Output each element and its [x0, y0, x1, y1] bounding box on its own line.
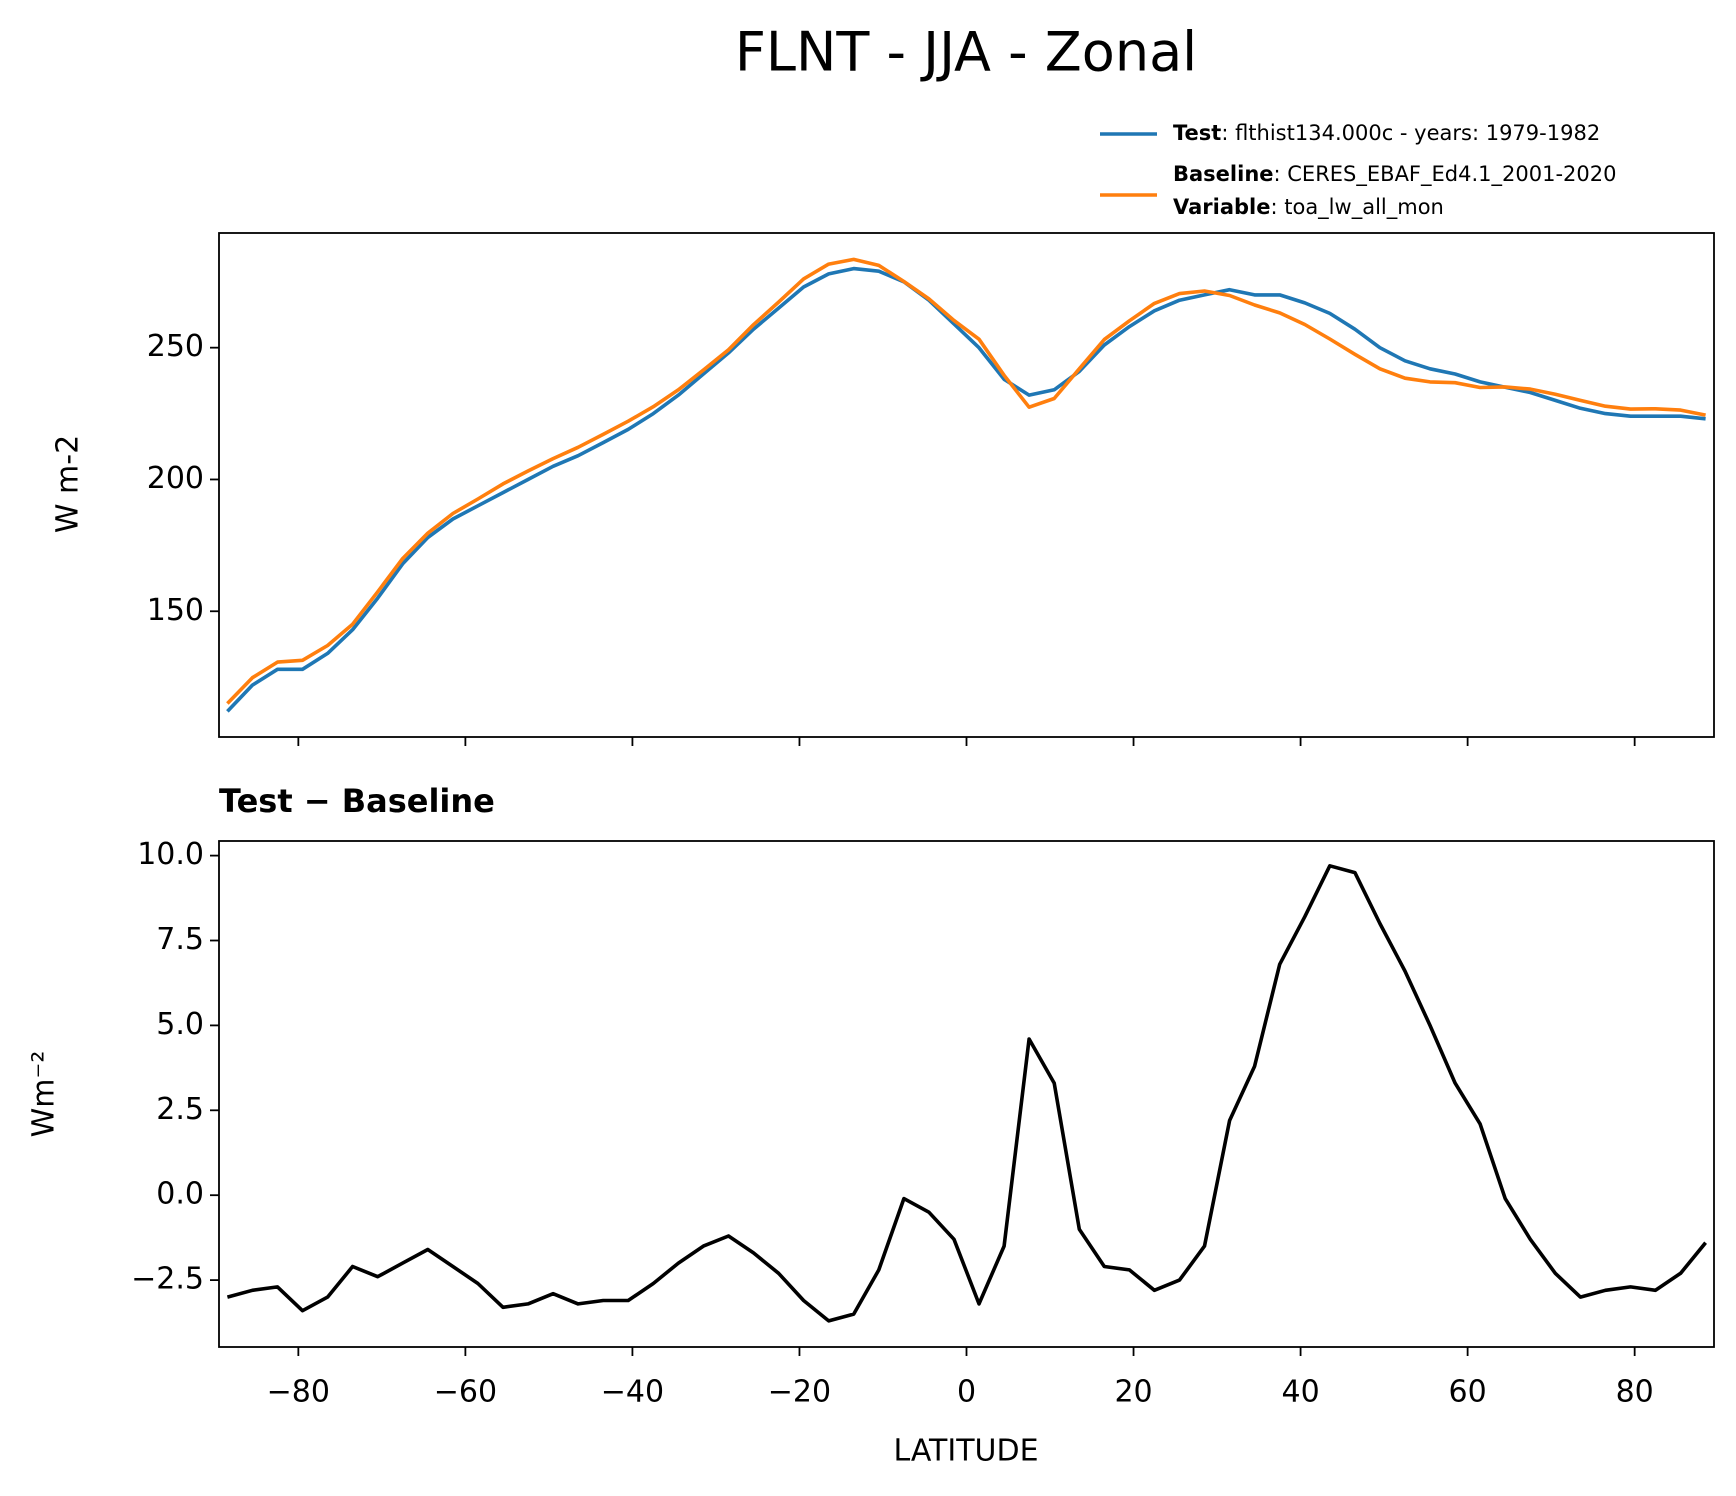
x-tick-label: −80 — [267, 1375, 330, 1410]
legend-name: Test — [1173, 121, 1221, 145]
y-tick-label: 200 — [147, 461, 204, 496]
legend-text: : CERES_EBAF_Ed4.1_2001-2020 — [1274, 162, 1617, 187]
data-line — [226, 864, 1707, 1323]
data-line — [226, 257, 1706, 705]
y-tick-label: 5.0 — [156, 1007, 204, 1042]
legend-entry: Baseline: CERES_EBAF_Ed4.1_2001-2020 — [1173, 162, 1616, 187]
y-tick-label: 10.0 — [137, 837, 204, 872]
x-tick-label: −20 — [768, 1375, 831, 1410]
data-line — [226, 266, 1706, 713]
x-tick-label: 60 — [1449, 1375, 1487, 1410]
plot-frame — [218, 232, 1715, 738]
legend-name: Baseline — [1173, 162, 1274, 186]
legend-entry: Test: flthist134.000c - years: 1979-1982 — [1173, 121, 1600, 145]
y-axis-label: Wm⁻² — [27, 1051, 62, 1138]
legend-note-label: Variable — [1173, 195, 1270, 219]
plot-frame — [218, 840, 1715, 1348]
y-tick-label: 150 — [147, 593, 204, 628]
x-tick-label: 40 — [1281, 1375, 1319, 1410]
legend-note-text: : toa_lw_all_mon — [1270, 195, 1443, 220]
x-tick-label: −40 — [601, 1375, 664, 1410]
y-tick-label: 0.0 — [156, 1177, 204, 1212]
x-tick-label: −60 — [434, 1375, 497, 1410]
legend-text: : flthist134.000c - years: 1979-1982 — [1221, 121, 1600, 145]
chart-title: FLNT - JJA - Zonal — [735, 21, 1197, 84]
x-tick-label: 0 — [957, 1375, 976, 1410]
x-tick-label: 80 — [1616, 1375, 1654, 1410]
legend-note: Variable: toa_lw_all_mon — [1173, 195, 1444, 220]
y-tick-label: 250 — [147, 329, 204, 364]
y-axis-label: W m-2 — [51, 435, 86, 533]
subplot-title: Test − Baseline — [219, 782, 495, 820]
y-tick-label: −2.5 — [131, 1262, 204, 1297]
x-axis-label: LATITUDE — [893, 1434, 1038, 1469]
x-tick-label: 20 — [1114, 1375, 1152, 1410]
y-tick-label: 2.5 — [156, 1092, 204, 1127]
y-tick-label: 7.5 — [156, 922, 204, 957]
